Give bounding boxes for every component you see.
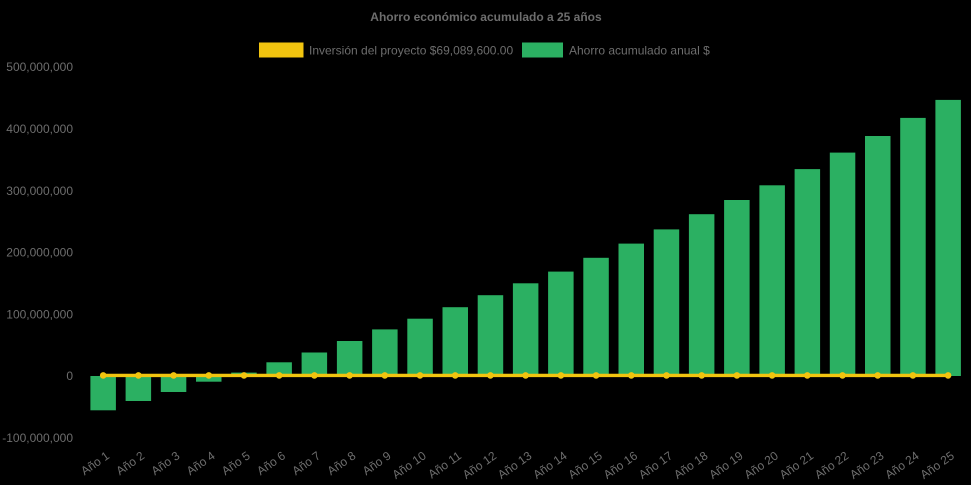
svg-text:400,000,000: 400,000,000 [6, 122, 73, 136]
svg-text:0: 0 [66, 369, 73, 383]
svg-text:Ahorro acumulado anual $: Ahorro acumulado anual $ [569, 44, 710, 58]
svg-text:500,000,000: 500,000,000 [6, 60, 73, 74]
svg-text:Ahorro económico acumulado a 2: Ahorro económico acumulado a 25 años [370, 10, 602, 24]
svg-text:100,000,000: 100,000,000 [6, 307, 73, 321]
svg-text:-100,000,000: -100,000,000 [2, 431, 73, 445]
svg-text:200,000,000: 200,000,000 [6, 246, 73, 260]
svg-text:300,000,000: 300,000,000 [6, 184, 73, 198]
svg-text:Inversión del proyecto $69,089: Inversión del proyecto $69,089,600.00 [309, 44, 513, 58]
